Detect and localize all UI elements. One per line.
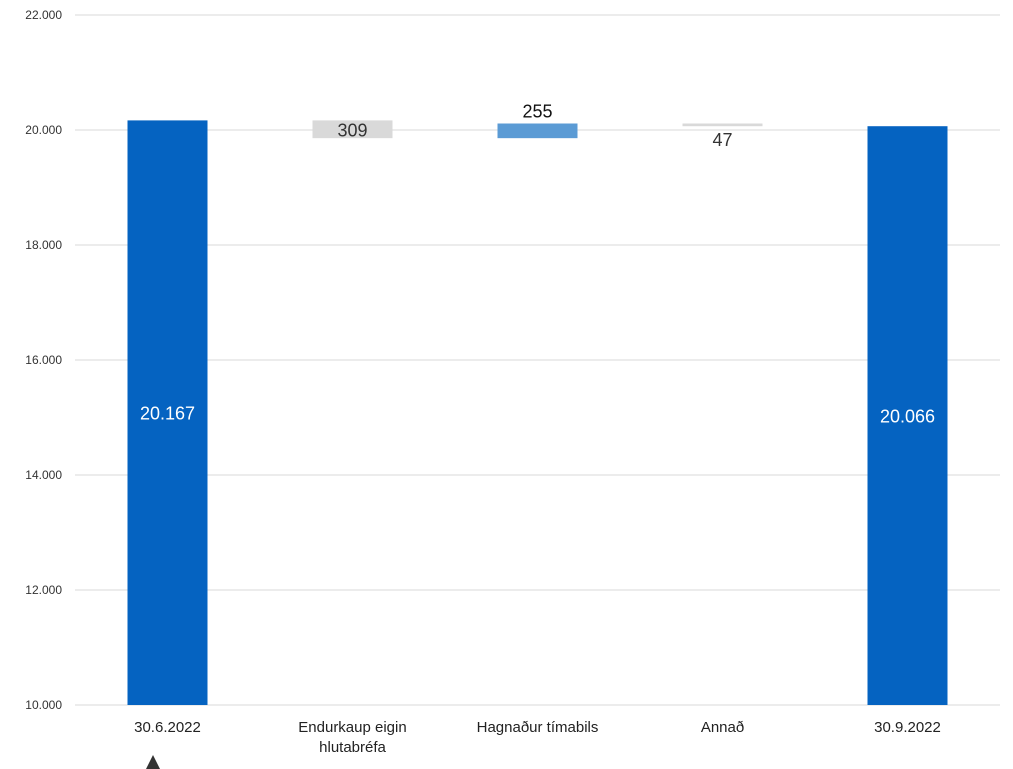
data-label: 47: [712, 130, 732, 150]
y-tick-label: 20.000: [25, 123, 62, 137]
y-tick-label: 18.000: [25, 238, 62, 252]
cursor-arrow-icon: [146, 755, 160, 769]
data-label: 20.167: [140, 404, 195, 424]
data-labels: 20.167 309 255 47 20.066: [140, 102, 935, 427]
bar-increase: [497, 123, 578, 139]
bars: [127, 120, 948, 705]
x-category-label: Endurkaup eigin hlutabréfa: [298, 719, 406, 756]
x-category-label: 30.9.2022: [874, 719, 941, 736]
x-category-label: 30.6.2022: [134, 719, 201, 736]
x-axis: 30.6.2022 Endurkaup eigin hlutabréfa Hagnað…: [134, 719, 941, 756]
bar-total: [867, 126, 948, 705]
y-tick-label: 14.000: [25, 468, 62, 482]
x-category-label: Hagnaður tímabils: [477, 719, 599, 736]
y-tick-label: 10.000: [25, 698, 62, 712]
bar-total: [127, 120, 208, 705]
y-tick-label: 12.000: [25, 583, 62, 597]
y-axis: 10.000 12.000 14.000 16.000 18.000 20.000 22.0…: [25, 8, 62, 712]
bar-decrease: [312, 120, 393, 139]
bar-decrease: [682, 123, 763, 127]
y-tick-label: 16.000: [25, 353, 62, 367]
data-label: 20.066: [880, 407, 935, 427]
x-category-label: Annað: [701, 719, 744, 736]
data-label: 309: [337, 120, 367, 140]
data-label: 255: [522, 102, 552, 122]
y-tick-label: 22.000: [25, 8, 62, 22]
